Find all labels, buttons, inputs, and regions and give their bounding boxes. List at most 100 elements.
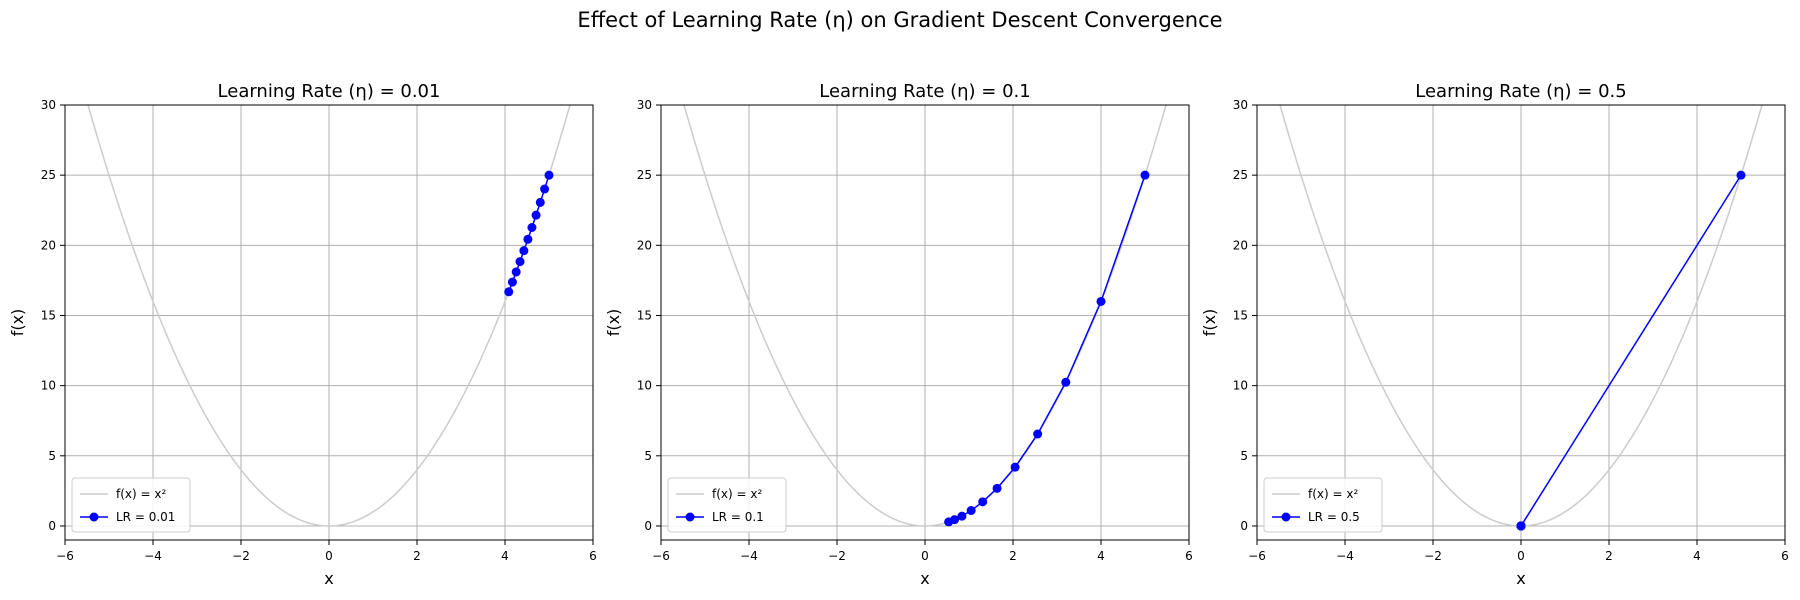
chart-2-plot-area [683, 105, 1167, 527]
chart-2-ytick-label-1: 5 [644, 449, 652, 463]
chart-2-xtick-label-4: 2 [1009, 549, 1017, 563]
chart-1-plot-area [87, 105, 571, 527]
chart-1-ytick-label-2: 10 [41, 379, 56, 393]
chart-3-xtick-label-0: −6 [1248, 549, 1266, 563]
chart-3-legend-marker-1 [1281, 512, 1291, 522]
chart-1-point-9 [507, 277, 517, 287]
chart-1-ytick-label-3: 15 [41, 308, 56, 322]
chart-1-point-1 [540, 184, 550, 194]
chart-1-xtick-label-4: 2 [413, 549, 421, 563]
chart-1-point-0 [544, 170, 554, 180]
chart-1-xlabel: x [324, 569, 333, 588]
chart-3-ytick-label-0: 0 [1240, 519, 1248, 533]
chart-2-ytick-label-0: 0 [644, 519, 652, 533]
chart-2-ytick-label-5: 25 [637, 168, 652, 182]
chart-3-legend-label-0: f(x) = x² [1308, 487, 1358, 501]
chart-1-ylabel: f(x) [8, 309, 27, 337]
chart-1-point-4 [527, 223, 537, 233]
chart-1-xtick-label-0: −6 [56, 549, 74, 563]
chart-3-ytick-label-5: 25 [1233, 168, 1248, 182]
chart-3-xtick-label-5: 4 [1693, 549, 1701, 563]
chart-3-ylabel: f(x) [1200, 309, 1219, 337]
chart-2-xtick-label-0: −6 [652, 549, 670, 563]
chart-3-xtick-label-2: −2 [1424, 549, 1442, 563]
chart-3-point-10 [1516, 521, 1526, 531]
chart-1-title: Learning Rate (η) = 0.01 [218, 81, 441, 102]
chart-1-xtick-label-3: 0 [325, 549, 333, 563]
chart-2-xtick-label-6: 6 [1185, 549, 1193, 563]
chart-3-ytick-label-3: 15 [1233, 308, 1248, 322]
chart-2-xlabel: x [920, 569, 929, 588]
chart-2: −6 −4 −2 0 2 4 6 0 5 10 15 20 25 30 Learning Rate (η) … [604, 81, 1193, 588]
chart-3-legend-box [1263, 477, 1383, 533]
chart-3: −6 −4 −2 0 2 4 6 0 5 10 15 20 25 30 Learning Rate (η) … [1200, 81, 1789, 588]
chart-2-ytick-label-2: 10 [637, 379, 652, 393]
chart-2-point-1 [1096, 296, 1106, 306]
chart-1-xtick-label-2: −2 [232, 549, 250, 563]
chart-2-point-8 [957, 511, 967, 521]
chart-2-legend-marker-1 [685, 512, 695, 522]
chart-1-point-7 [515, 257, 525, 267]
chart-2-point-10 [944, 517, 954, 527]
chart-1-point-6 [519, 246, 529, 256]
chart-2-legend-label-0: f(x) = x² [712, 487, 762, 501]
chart-3-series-path-line [1520, 174, 1742, 527]
chart-3-legend-label-1: LR = 0.5 [1308, 510, 1360, 524]
chart-3-ytick-label-6: 30 [1233, 98, 1248, 112]
chart-3-title: Learning Rate (η) = 0.5 [1415, 81, 1626, 102]
chart-1-point-8 [511, 267, 521, 277]
chart-2-point-4 [1010, 462, 1020, 472]
chart-1-point-10 [504, 287, 514, 297]
chart-2-legend-label-1: LR = 0.1 [712, 510, 764, 524]
chart-2-legend-box [667, 477, 787, 533]
chart-3-point-0 [1736, 170, 1746, 180]
chart-1-xtick-label-6: 6 [589, 549, 597, 563]
chart-1-ytick-label-4: 20 [41, 238, 56, 252]
chart-3-xtick-label-3: 0 [1517, 549, 1525, 563]
chart-3-xlabel: x [1516, 569, 1525, 588]
chart-1-ytick-label-6: 30 [41, 98, 56, 112]
chart-2-xtick-label-5: 4 [1097, 549, 1105, 563]
chart-1-legend-label-1: LR = 0.01 [116, 510, 175, 524]
chart-2-ytick-label-6: 30 [637, 98, 652, 112]
chart-2-point-6 [978, 497, 988, 507]
figure-suptitle: Effect of Learning Rate (η) on Gradient … [577, 8, 1223, 32]
chart-2-point-3 [1033, 429, 1043, 439]
chart-3-ytick-label-1: 5 [1240, 449, 1248, 463]
chart-2-title: Learning Rate (η) = 0.1 [819, 81, 1030, 102]
chart-3-legend: f(x) = x² LR = 0.5 [1263, 477, 1383, 533]
chart-1-legend-marker-1 [89, 512, 99, 522]
chart-2-ylabel: f(x) [604, 309, 623, 337]
chart-3-ytick-label-2: 10 [1233, 379, 1248, 393]
chart-3-ytick-label-4: 20 [1233, 238, 1248, 252]
chart-1-legend-box [71, 477, 191, 533]
chart-1-legend-label-0: f(x) = x² [116, 487, 166, 501]
chart-1-xtick-label-1: −4 [144, 549, 162, 563]
chart-3-xtick-label-1: −4 [1336, 549, 1354, 563]
chart-3-xtick-label-4: 2 [1605, 549, 1613, 563]
chart-2-xtick-label-1: −4 [740, 549, 758, 563]
chart-1-point-2 [535, 197, 545, 207]
chart-2-xtick-label-3: 0 [921, 549, 929, 563]
chart-2-point-5 [992, 483, 1002, 493]
chart-2-point-2 [1061, 377, 1071, 387]
chart-2-ytick-label-3: 15 [637, 308, 652, 322]
chart-1-xtick-label-5: 4 [501, 549, 509, 563]
chart-1-ytick-label-0: 0 [48, 519, 56, 533]
chart-2-legend: f(x) = x² LR = 0.1 [667, 477, 787, 533]
chart-1: −6 −4 −2 0 2 4 6 0 5 10 15 20 25 30 Learning Rate (η) … [8, 81, 597, 588]
chart-3-plot-area [1279, 105, 1763, 531]
chart-3-xtick-label-6: 6 [1781, 549, 1789, 563]
chart-1-point-3 [531, 210, 541, 220]
chart-1-series-curve [87, 105, 571, 527]
chart-1-ytick-label-1: 5 [48, 449, 56, 463]
chart-1-legend: f(x) = x² LR = 0.01 [71, 477, 191, 533]
chart-1-ytick-label-5: 25 [41, 168, 56, 182]
chart-1-point-5 [523, 234, 533, 244]
chart-2-point-0 [1140, 170, 1150, 180]
chart-2-series-path-line [948, 174, 1146, 523]
chart-2-point-7 [966, 506, 976, 516]
chart-2-xtick-label-2: −2 [828, 549, 846, 563]
